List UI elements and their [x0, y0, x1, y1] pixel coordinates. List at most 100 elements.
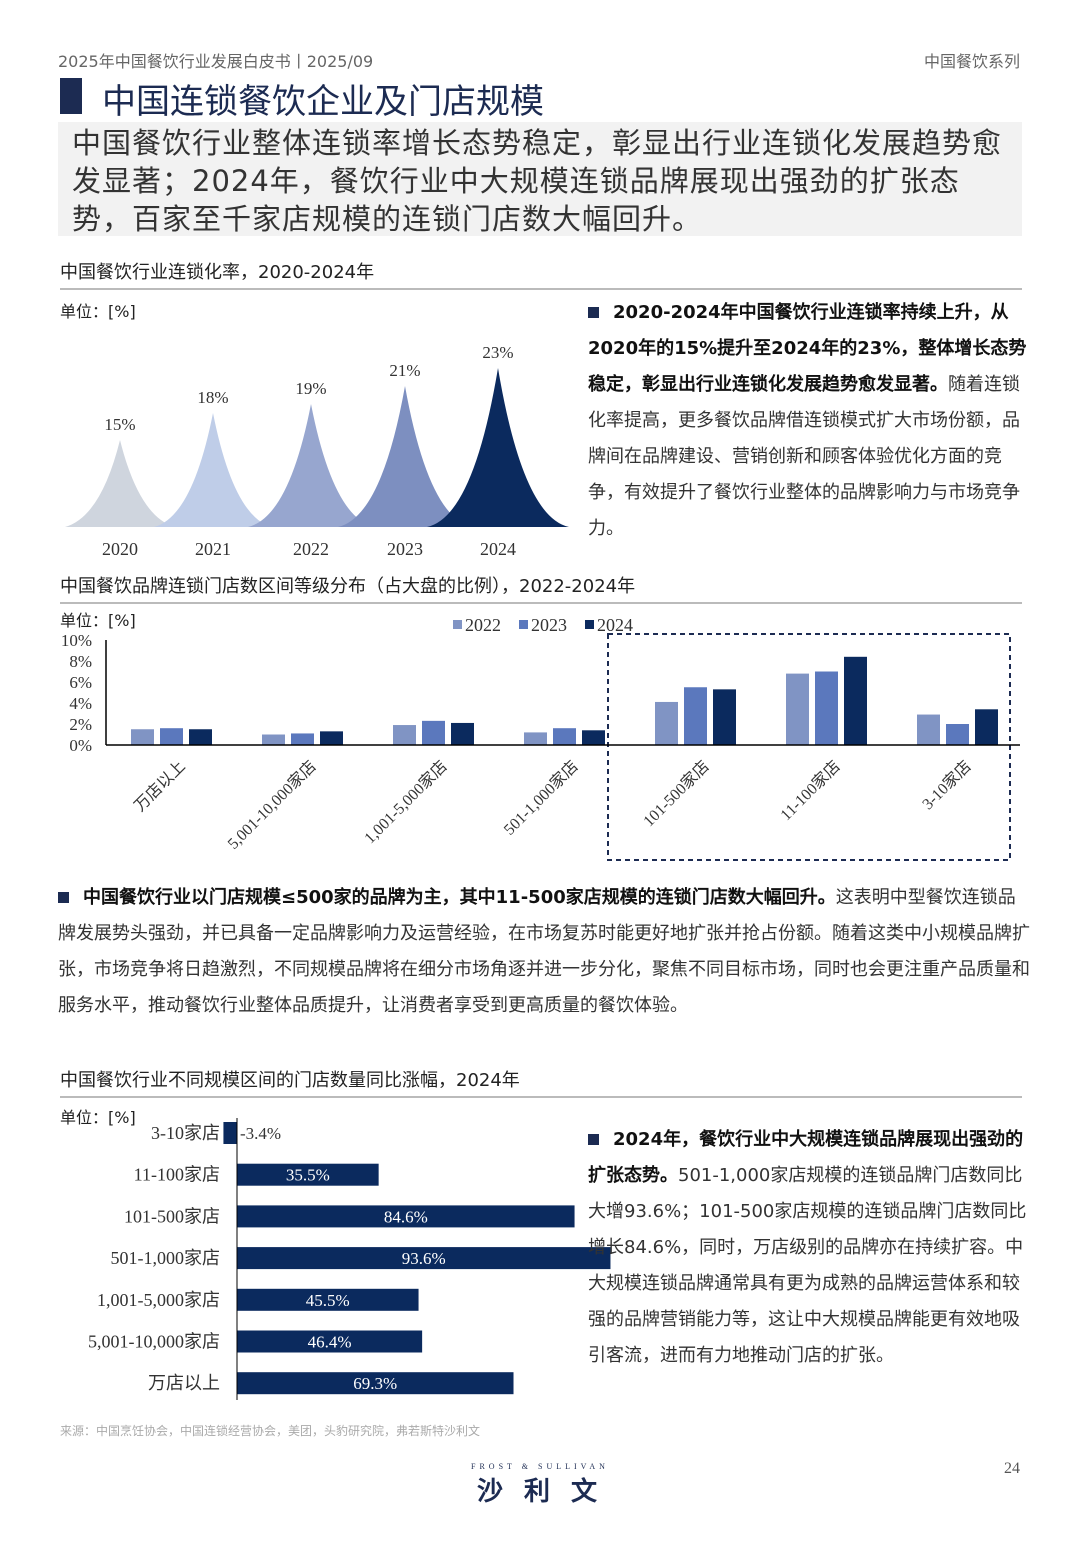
bar-2023 [946, 724, 969, 745]
section2-unit: 单位：[%] [60, 611, 136, 630]
bar-2023 [422, 720, 445, 745]
section3-text: 2024年，餐饮行业中大规模连锁品牌展现出强劲的扩张态势。501-1,000家店… [588, 1122, 1028, 1374]
header-doc-title: 2025年中国餐饮行业发展白皮书丨2025/09 [58, 52, 374, 71]
y-tick-label: 101-500家店 [124, 1206, 220, 1226]
bar-2022 [917, 714, 940, 745]
data-label: 18% [197, 388, 228, 407]
data-label: 93.6% [402, 1249, 446, 1268]
source-note: 来源：中国烹饪协会，中国连锁经营协会，美团，头豹研究院，弗若斯特沙利文 [60, 1424, 481, 1438]
y-tick-label: 3-10家店 [151, 1123, 220, 1143]
store-distribution-chart: 0% 2% 4% 6% 8% 10% 万店以上 5,001-10,000家店 1,001-5,0… [61, 615, 1020, 861]
bar-2023 [553, 728, 576, 745]
x-tick-label: 101-500家店 [640, 757, 713, 830]
data-label: 84.6% [384, 1207, 428, 1226]
header-series: 中国餐饮系列 [923, 52, 1020, 71]
legend-label: 2023 [531, 615, 567, 635]
legend-label: 2024 [597, 615, 633, 635]
page-title: 中国连锁餐饮企业及门店规模 [102, 82, 544, 122]
section1-text: 2020-2024年中国餐饮行业连锁率持续上升，从2020年的15%提升至202… [588, 295, 1028, 547]
mountain-2023 [338, 385, 472, 527]
bar-2022 [524, 732, 547, 745]
section2-bold: 中国餐饮行业以门店规模≤500家的品牌为主，其中11-500家店规模的连锁门店数… [83, 887, 836, 908]
x-tick-label: 2020 [102, 539, 138, 559]
bar-2023 [815, 671, 838, 745]
bar [237, 1247, 611, 1270]
section1-title: 中国餐饮行业连锁化率，2020-2024年 [60, 258, 1022, 290]
bar-2022 [393, 725, 416, 745]
bar-2024 [451, 722, 474, 745]
section2-title: 中国餐饮品牌连锁门店数区间等级分布（占大盘的比例），2022-2024年 [60, 572, 1022, 604]
data-label: 19% [295, 379, 326, 398]
bar-2023 [160, 728, 183, 745]
y-tick-label: 501-1,000家店 [111, 1248, 221, 1268]
x-tick-label: 1,001-5,000家店 [361, 757, 451, 847]
y-tick-label: 万店以上 [148, 1373, 220, 1393]
mountain-2022 [248, 403, 374, 527]
y-tick-label: 6% [69, 673, 92, 692]
legend-swatch [519, 620, 528, 629]
bar-2024 [582, 730, 605, 745]
bar-2023 [684, 687, 707, 745]
bullet-icon [58, 892, 69, 903]
y-tick-label: 4% [69, 694, 92, 713]
page-number: 24 [1004, 1460, 1020, 1477]
section3-body: 501-1,000家店规模的连锁品牌门店数同比大增93.6%；101-500家店… [588, 1165, 1027, 1366]
legend-swatch [585, 620, 594, 629]
x-tick-label: 2024 [480, 539, 516, 559]
y-tick-label: 8% [69, 652, 92, 671]
bar [223, 1122, 237, 1144]
data-label: 23% [482, 343, 513, 362]
bar [237, 1372, 514, 1395]
mountain-2024 [427, 367, 569, 527]
bar-2022 [655, 701, 678, 745]
x-tick-label: 5,001-10,000家店 [224, 757, 320, 853]
bar-2022 [131, 729, 154, 745]
y-tick-label: 0% [69, 736, 92, 755]
chain-rate-chart: 15% 2020 18% 2021 19% 2022 21% 2023 23% 2024 [65, 343, 569, 559]
bar-2022 [786, 673, 809, 745]
summary-box: 中国餐饮行业整体连锁率增长态势稳定，彰显出行业连锁化发展趋势愈发显著；2024年… [58, 122, 1022, 236]
bar [237, 1288, 419, 1311]
x-tick-label: 2022 [293, 539, 329, 559]
bar-2024 [975, 709, 998, 745]
bar-2023 [291, 733, 314, 745]
section1-unit: 单位：[%] [60, 302, 136, 321]
bullet-icon [588, 307, 599, 318]
data-label: 35.5% [286, 1166, 330, 1185]
x-tick-label: 11-100家店 [777, 757, 844, 824]
section3-title: 中国餐饮行业不同规模区间的门店数量同比涨幅，2024年 [60, 1066, 1022, 1098]
section1-body: 随着连锁化率提高，更多餐饮品牌借连锁模式扩大市场份额，品牌间在品牌建设、营销创新… [588, 374, 1020, 539]
highlight-box [607, 633, 1011, 861]
bar [237, 1163, 379, 1186]
x-tick-label: 2021 [195, 539, 231, 559]
store-growth-chart: 3-10家店 -3.4% 11-100家店 35.5% 101-500家店 84.6% 50… [88, 1118, 611, 1400]
bar-2024 [189, 729, 212, 745]
section2-body: 这表明中型餐饮连锁品牌发展势头强劲，并已具备一定品牌影响力及运营经验，在市场复苏… [58, 887, 1030, 1016]
y-tick-label: 2% [69, 715, 92, 734]
mountain-2020 [65, 439, 175, 527]
section2-text: 中国餐饮行业以门店规模≤500家的品牌为主，其中11-500家店规模的连锁门店数… [58, 880, 1033, 1024]
bar-2024 [713, 689, 736, 745]
x-tick-label: 2023 [387, 539, 423, 559]
legend-label: 2022 [465, 615, 501, 635]
data-label: 21% [389, 361, 420, 380]
mountain-2021 [154, 412, 272, 527]
y-tick-label: 1,001-5,000家店 [97, 1290, 220, 1310]
frost-sullivan-logo: FROST & SULLIVAN 沙 利 文 [471, 1462, 609, 1507]
legend-swatch [453, 620, 462, 629]
section1-bold: 2020-2024年中国餐饮行业连锁率持续上升，从2020年的15%提升至202… [588, 302, 1027, 395]
data-label: 69.3% [353, 1374, 397, 1393]
data-label: 45.5% [306, 1291, 350, 1310]
x-tick-label: 3-10家店 [919, 757, 975, 813]
bar-2022 [262, 734, 285, 745]
data-label: 46.4% [308, 1333, 352, 1352]
x-tick-label: 万店以上 [131, 757, 189, 815]
y-tick-label: 10% [61, 631, 92, 650]
x-tick-label: 501-1,000家店 [500, 757, 582, 839]
bar-2024 [320, 731, 343, 745]
bullet-icon [588, 1134, 599, 1145]
section3-unit: 单位：[%] [60, 1108, 136, 1127]
y-tick-label: 5,001-10,000家店 [88, 1332, 220, 1352]
title-accent [60, 78, 82, 114]
